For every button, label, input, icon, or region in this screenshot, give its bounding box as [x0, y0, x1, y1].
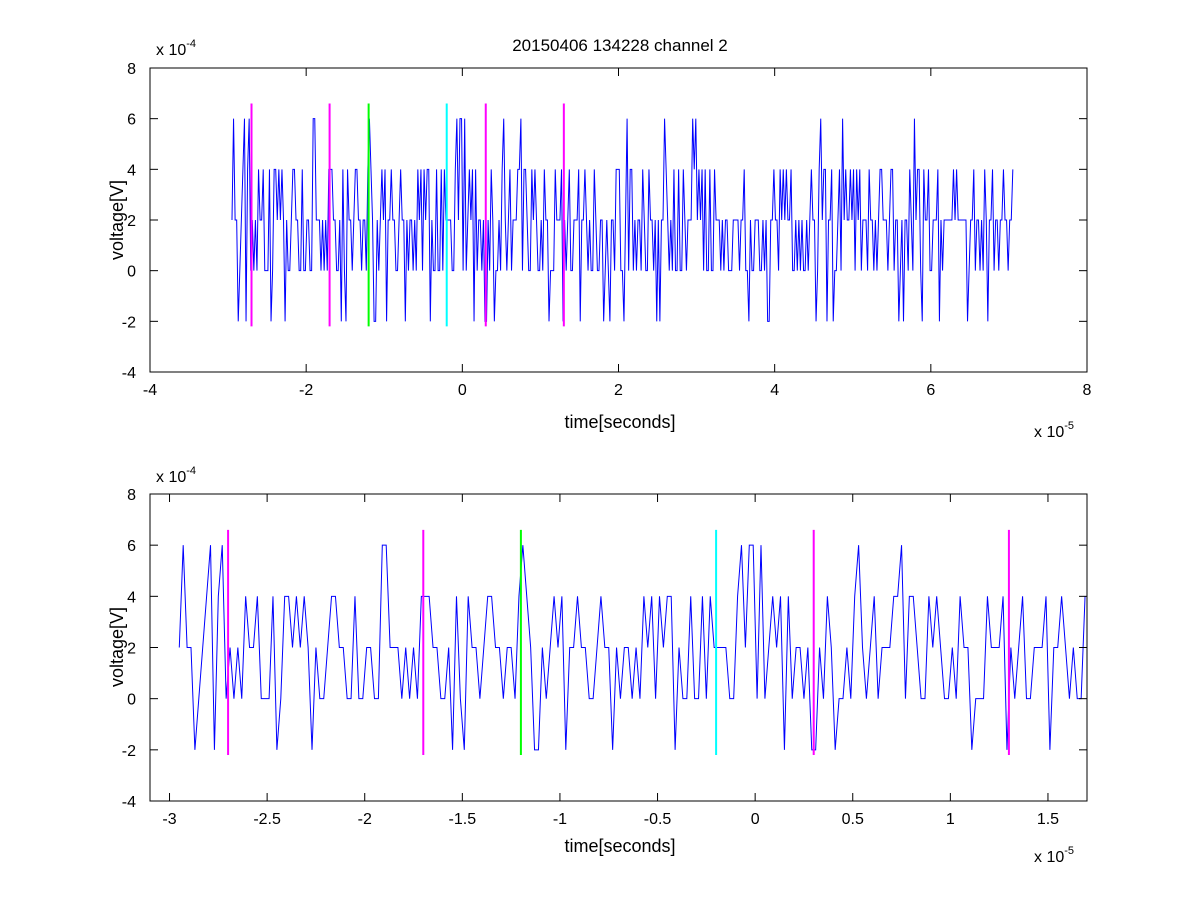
y-exponent-base-bottom: x 10 — [156, 469, 186, 486]
x-tick-label: -2 — [299, 382, 313, 399]
x-tick-label: -4 — [143, 382, 157, 399]
x-exponent-power-top: -5 — [1064, 420, 1074, 432]
y-exponent-power-bottom: -4 — [186, 465, 196, 477]
y-tick-label: 4 — [127, 589, 136, 606]
y-exponent-label-top: x 10-4 — [156, 38, 196, 59]
x-tick-label: -3 — [162, 811, 176, 828]
x-exponent-base-top: x 10 — [1034, 424, 1064, 441]
signal-trace-top — [231, 118, 1014, 322]
plot-area-top — [231, 103, 1014, 327]
y-tick-label: -4 — [122, 365, 136, 382]
y-tick-label: 6 — [127, 112, 136, 129]
x-tick-label: 4 — [770, 382, 779, 399]
axes-top: -4 -2 0 2 4 6 8 -4 -2 0 2 4 6 8 time[seconds] voltage… — [107, 38, 1092, 441]
y-exponent-power-top: -4 — [186, 38, 196, 50]
y-exponent-base-top: x 10 — [156, 42, 186, 59]
x-tick-label: 0.5 — [842, 811, 864, 828]
y-tick-label: -2 — [122, 743, 136, 760]
x-tick-label: 6 — [926, 382, 935, 399]
x-tick-label: 2 — [614, 382, 623, 399]
x-exponent-label-top: x 10-5 — [1034, 420, 1074, 441]
plot-area-bottom — [178, 529, 1086, 755]
y-tick-label: 2 — [127, 641, 136, 658]
x-exponent-power-bottom: -5 — [1064, 845, 1074, 857]
x-axis-label-bottom: time[seconds] — [564, 836, 675, 856]
ticks-top: -4 -2 0 2 4 6 8 -4 -2 0 2 4 6 8 — [122, 61, 1092, 399]
y-tick-label: 8 — [127, 61, 136, 78]
x-exponent-base-bottom: x 10 — [1034, 849, 1064, 866]
y-tick-label: 2 — [127, 213, 136, 230]
y-tick-label: -4 — [122, 794, 136, 811]
x-tick-label: 0 — [458, 382, 467, 399]
signal-trace-bottom — [178, 544, 1086, 751]
y-axis-label-bottom: voltage[V] — [107, 607, 127, 687]
axes-box-bottom — [149, 493, 1088, 802]
x-axis-label-top: time[seconds] — [564, 412, 675, 432]
x-tick-label: -0.5 — [644, 811, 672, 828]
y-tick-label: 4 — [127, 162, 136, 179]
x-tick-label: 1 — [946, 811, 955, 828]
x-tick-label: 0 — [751, 811, 760, 828]
y-tick-label: 8 — [127, 487, 136, 504]
y-tick-label: -2 — [122, 314, 136, 331]
figure-title: 20150406 134228 channel 2 — [512, 36, 728, 55]
ticks-bottom: -3 -2.5 -2 -1.5 -1 -0.5 0 0.5 1 1.5 -4 -2 0 2 4 6 8 — [122, 487, 1087, 828]
y-axis-label-top: voltage[V] — [107, 180, 127, 260]
x-tick-label: 8 — [1083, 382, 1092, 399]
x-exponent-label-bottom: x 10-5 — [1034, 845, 1074, 866]
x-tick-label: -1.5 — [449, 811, 477, 828]
y-tick-label: 0 — [127, 692, 136, 709]
y-tick-label: 6 — [127, 538, 136, 555]
x-tick-label: -2 — [358, 811, 372, 828]
y-tick-label: 0 — [127, 264, 136, 281]
x-tick-label: 1.5 — [1037, 811, 1059, 828]
y-exponent-label-bottom: x 10-4 — [156, 465, 196, 486]
x-tick-label: -1 — [553, 811, 567, 828]
x-tick-label: -2.5 — [253, 811, 281, 828]
axes-bottom: -3 -2.5 -2 -1.5 -1 -0.5 0 0.5 1 1.5 -4 -2 0 2 4 6 8 time… — [107, 465, 1088, 866]
